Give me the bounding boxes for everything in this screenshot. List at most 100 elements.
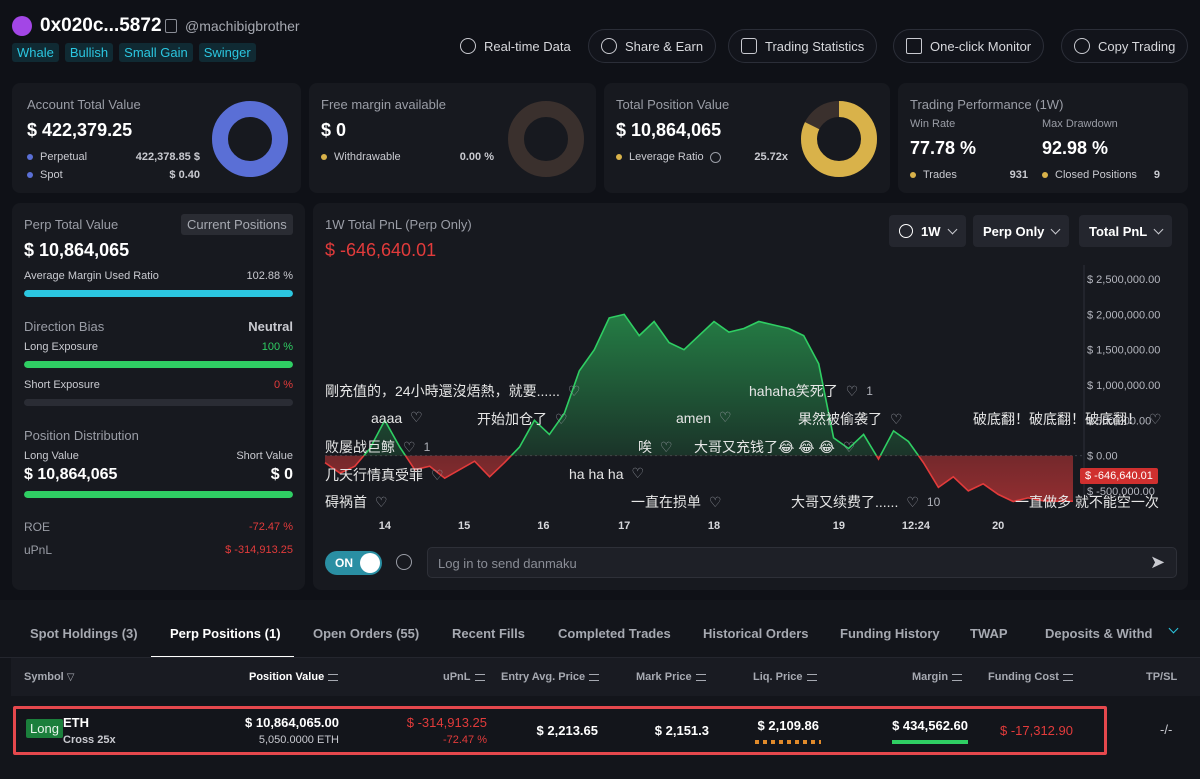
- pnl-chart: $ 2,500,000.00 $ 2,000,000.00 $ 1,500,000.…: [324, 265, 1160, 532]
- th-tpsl: TP/SL: [1146, 671, 1178, 683]
- one-click-monitor-button[interactable]: One-click Monitor: [893, 29, 1045, 63]
- upnl-label: uPnL: [24, 543, 53, 557]
- danmaku-item[interactable]: 破底翻！破底翻！破底翻！ ♡: [973, 410, 1162, 428]
- danmaku-item[interactable]: 果然被偷袭了 ♡: [798, 410, 903, 428]
- current-positions-button[interactable]: Current Positions: [181, 214, 293, 235]
- perpetual-label: Perpetual: [40, 151, 88, 163]
- heart-icon: ♡: [719, 409, 732, 425]
- th-margin[interactable]: Margin: [912, 671, 963, 683]
- distribution-bar: [24, 491, 293, 498]
- danmaku-item[interactable]: ha ha ha ♡: [569, 465, 645, 482]
- th-upnl[interactable]: uPnL: [443, 671, 485, 683]
- leverage-row: Leverage Ratio: [616, 151, 721, 163]
- pnl-chart-title: 1W Total PnL (Perp Only): [325, 217, 472, 232]
- x-tick-label: 17: [618, 520, 630, 532]
- share-icon: [601, 38, 617, 54]
- danmaku-item[interactable]: 败屡战巨鲸 ♡ 1: [325, 438, 431, 456]
- short-exposure-value: 0 %: [274, 379, 293, 391]
- x-tick-label: 19: [833, 520, 845, 532]
- filter-icon: ▽: [66, 672, 75, 683]
- danmaku-item[interactable]: 一直做多 就不能空一次: [1015, 494, 1159, 510]
- margin-ratio-fill: [24, 290, 293, 297]
- share-earn-button[interactable]: Share & Earn: [588, 29, 717, 63]
- danmaku-item[interactable]: 一直在损单 ♡: [631, 493, 722, 511]
- realtime-data-button[interactable]: Real-time Data: [448, 29, 583, 63]
- table-row[interactable]: Long ETH Cross 25x $ 10,864,065.00 5,050…: [13, 706, 1107, 755]
- tab-deposits-withdrawals[interactable]: Deposits & Withdra: [1045, 626, 1153, 641]
- danmaku-item[interactable]: amen ♡: [676, 409, 732, 426]
- send-icon[interactable]: ➤: [1150, 552, 1166, 572]
- clock-icon: [899, 224, 913, 238]
- upnl-value: $ -314,913.25: [225, 544, 293, 556]
- free-margin-donut: [508, 101, 584, 177]
- danmaku-item[interactable]: 唉 ♡: [638, 438, 673, 456]
- heart-icon: ♡: [403, 438, 416, 455]
- heart-icon: ♡: [709, 493, 722, 510]
- trades-label: Trades: [923, 169, 957, 181]
- short-value-label: Short Value: [236, 450, 293, 462]
- tab-funding-history[interactable]: Funding History: [840, 626, 940, 641]
- danmaku-item[interactable]: 大哥又充钱了😂 😂 😂 ♡: [694, 438, 856, 456]
- margin-ratio-bar: [24, 290, 293, 297]
- tab-spot-holdings[interactable]: Spot Holdings (3): [30, 626, 138, 641]
- th-position-value[interactable]: Position Value: [249, 671, 339, 683]
- direction-bias-value: Neutral: [248, 319, 293, 334]
- total-position-title: Total Position Value: [616, 97, 730, 112]
- th-liq-price[interactable]: Liq. Price: [753, 671, 817, 683]
- th-symbol[interactable]: Symbol ▽: [24, 671, 75, 683]
- y-tick-label: $ 2,500,000.00: [1087, 274, 1160, 286]
- closed-row: Closed Positions: [1042, 169, 1137, 181]
- scope-select[interactable]: Perp Only: [973, 215, 1070, 247]
- y-tick-label: $ 1,500,000.00: [1087, 345, 1160, 357]
- tab-recent-fills[interactable]: Recent Fills: [452, 626, 525, 641]
- tab-completed-trades[interactable]: Completed Trades: [558, 626, 671, 641]
- copy-trading-button[interactable]: Copy Trading: [1061, 29, 1189, 63]
- danmaku-item[interactable]: 碍祸首 ♡: [325, 493, 388, 511]
- tab-open-orders[interactable]: Open Orders (55): [313, 626, 420, 641]
- trading-statistics-button[interactable]: Trading Statistics: [728, 29, 878, 63]
- realtime-data-label: Real-time Data: [484, 38, 571, 54]
- refresh-icon: [460, 38, 476, 54]
- row-tpsl[interactable]: -/-: [1160, 722, 1173, 737]
- copy-trading-label: Copy Trading: [1098, 38, 1176, 54]
- danmaku-item[interactable]: aaaa ♡: [371, 409, 423, 426]
- row-entry-price: $ 2,213.65: [536, 723, 598, 738]
- danmaku-input[interactable]: Log in to send danmaku ➤: [427, 547, 1177, 578]
- account-total-card: Account Total Value $ 422,379.25 Perpetu…: [12, 83, 301, 193]
- heart-icon: ♡: [431, 466, 444, 483]
- long-exposure-value: 100 %: [261, 341, 293, 353]
- tab-perp-positions[interactable]: Perp Positions (1): [170, 626, 281, 641]
- th-funding-cost[interactable]: Funding Cost: [988, 671, 1073, 683]
- margin-ratio-label: Average Margin Used Ratio: [24, 270, 159, 282]
- period-select[interactable]: 1W: [889, 215, 966, 247]
- user-handle[interactable]: @machibigbrother: [185, 18, 300, 34]
- danmaku-item[interactable]: 几天行情真受罪 ♡: [325, 466, 444, 484]
- metric-select[interactable]: Total PnL: [1079, 215, 1173, 247]
- position-donut: [801, 101, 877, 177]
- settings-icon[interactable]: [396, 554, 412, 570]
- th-entry-price[interactable]: Entry Avg. Price: [501, 671, 600, 683]
- danmaku-item[interactable]: 剛充值的，24小時還沒焐熱，就要...... ♡: [325, 382, 581, 400]
- copy-icon[interactable]: [165, 19, 177, 33]
- row-symbol[interactable]: ETH: [63, 715, 89, 730]
- heart-icon: ♡: [906, 493, 919, 510]
- winrate-label: Win Rate: [910, 118, 956, 130]
- side-badge: Long: [26, 719, 63, 738]
- danmaku-item[interactable]: 大哥又续费了...... ♡ 10: [791, 493, 941, 511]
- tag-whale: Whale: [12, 43, 59, 62]
- tab-twap[interactable]: TWAP: [970, 626, 1008, 641]
- sort-icon: [328, 673, 339, 681]
- info-icon[interactable]: [709, 151, 721, 163]
- sort-icon: [589, 673, 600, 681]
- short-value: $ 0: [270, 466, 293, 483]
- tab-historical-orders[interactable]: Historical Orders: [703, 626, 809, 641]
- danmaku-toggle[interactable]: ON: [325, 551, 382, 575]
- y-tick-label: $ 1,000,000.00: [1087, 380, 1160, 392]
- perp-panel: Perp Total Value Current Positions $ 10,…: [12, 203, 305, 590]
- danmaku-item[interactable]: 开始加仓了 ♡: [477, 410, 568, 428]
- danmaku-item[interactable]: hahaha笑死了 ♡ 1: [749, 382, 873, 400]
- y-tick-label: $ -500,000.00: [1087, 486, 1155, 498]
- th-mark-price[interactable]: Mark Price: [636, 671, 706, 683]
- toggle-label: ON: [335, 556, 353, 570]
- closed-label: Closed Positions: [1055, 169, 1137, 181]
